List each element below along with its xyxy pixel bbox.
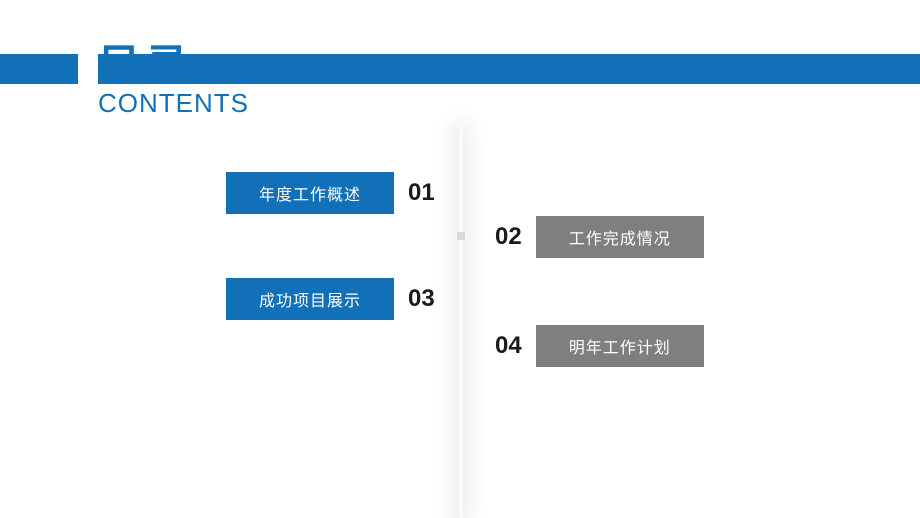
toc-num-1: 01 (408, 179, 435, 207)
content-area: 年度工作概述 01 工作完成情况 02 成功项目展示 03 明年工作计划 04 (0, 130, 920, 518)
toc-num-3: 03 (408, 285, 435, 313)
center-marker (457, 232, 465, 240)
toc-num-4: 04 (495, 332, 522, 360)
toc-box-1: 年度工作概述 (226, 172, 394, 214)
title-chinese: 目录 (98, 44, 249, 86)
header-bar-gap (78, 54, 98, 84)
toc-item-2: 工作完成情况 02 (495, 216, 704, 258)
toc-num-2: 02 (495, 223, 522, 251)
toc-box-3: 成功项目展示 (226, 278, 394, 320)
toc-box-4: 明年工作计划 (536, 325, 704, 367)
toc-box-2: 工作完成情况 (536, 216, 704, 258)
toc-item-4: 明年工作计划 04 (495, 325, 704, 367)
title-block: 目录 CONTENTS (98, 44, 249, 119)
toc-item-3: 成功项目展示 03 (226, 278, 435, 320)
toc-item-1: 年度工作概述 01 (226, 172, 435, 214)
center-divider (460, 130, 462, 518)
title-english: CONTENTS (98, 88, 249, 119)
